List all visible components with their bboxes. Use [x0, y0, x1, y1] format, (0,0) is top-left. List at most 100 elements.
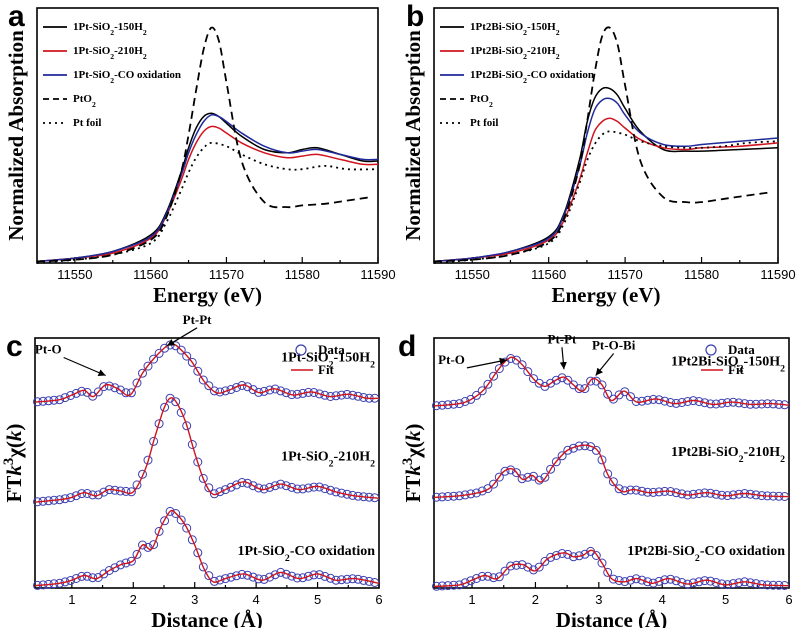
series-label-part: 2	[739, 363, 744, 374]
data-marker	[281, 481, 291, 491]
y-axis-label-part: )	[2, 424, 26, 431]
data-marker	[654, 395, 664, 405]
data-marker	[551, 375, 561, 385]
plot-frame	[433, 7, 779, 264]
fit-line	[34, 509, 380, 587]
data-marker	[226, 482, 236, 492]
legend-label-data: Data	[728, 342, 755, 357]
annotation-label: Pt-O	[438, 352, 465, 367]
fit-line	[433, 549, 790, 588]
data-marker	[232, 383, 241, 392]
series-label-part: 1Pt-SiO	[281, 350, 329, 365]
legend-entry-label: 1Pt2Bi-SiO2-150H2	[470, 21, 560, 37]
data-marker	[494, 572, 504, 582]
series-label: 1Pt-SiO2-210H2	[281, 450, 375, 470]
x-tick-label: 11580	[684, 267, 719, 282]
series-line	[433, 86, 779, 263]
data-marker	[683, 397, 693, 406]
data-marker	[93, 387, 103, 397]
data-marker	[534, 562, 544, 572]
data-marker	[215, 575, 225, 585]
data-marker	[138, 469, 147, 479]
data-marker	[511, 468, 521, 478]
data-marker	[187, 357, 197, 367]
legend-entry-label-part: 2	[92, 100, 96, 109]
data-marker	[115, 486, 125, 496]
legend-entry-label-part: 2	[489, 100, 493, 109]
series-label-part: 1Pt2Bi-SiO	[671, 445, 739, 460]
series-group: 1Pt2Bi-SiO2-210H2	[432, 441, 790, 502]
data-marker	[182, 351, 192, 361]
data-marker	[66, 493, 76, 503]
legend-entry-label-part: PtO	[73, 93, 92, 105]
legend-entry-label-part: -150H	[114, 21, 143, 33]
data-marker	[460, 578, 470, 588]
legend-label-fit: Fit	[318, 362, 335, 377]
data-marker	[220, 485, 230, 495]
data-marker	[574, 441, 584, 451]
data-marker	[66, 391, 76, 400]
legend-entry-label-part: 2	[110, 76, 114, 85]
data-marker	[540, 381, 550, 391]
x-tick-label: 6	[785, 592, 792, 607]
legend-entry-label-part: 1Pt-SiO	[73, 21, 111, 33]
data-marker	[643, 577, 653, 587]
series-label: 1Pt-SiO2-150H2	[281, 350, 375, 370]
data-marker	[677, 578, 687, 587]
legend-entry-label: 1Pt-SiO2-210H2	[73, 45, 147, 61]
data-marker	[276, 386, 286, 396]
x-tick-label: 6	[375, 592, 382, 607]
series-group: 1Pt-SiO2-210H2	[33, 393, 380, 507]
series-label-part: 2	[370, 458, 375, 469]
data-marker	[243, 570, 252, 580]
series-label-part: 2	[695, 553, 700, 564]
x-tick-label: 11580	[285, 267, 320, 282]
data-marker	[232, 480, 241, 490]
data-marker	[149, 354, 159, 364]
data-marker	[688, 578, 698, 588]
x-axis-label: Energy (eV)	[153, 283, 262, 307]
y-axis-label-part: FT	[2, 476, 26, 503]
panel-b: b 11550 11560 11570 11580 11590 Energy (eV) Nor…	[401, 0, 796, 307]
x-tick-label: 11590	[360, 267, 395, 282]
fit-line	[433, 444, 790, 499]
data-marker	[705, 576, 715, 586]
data-marker	[187, 535, 197, 545]
data-marker	[591, 551, 601, 560]
y-axis-label-part: χ(	[401, 441, 425, 459]
data-marker	[88, 490, 98, 500]
data-marker	[226, 572, 236, 582]
legend-entry-label: PtO2	[73, 93, 96, 109]
data-marker	[198, 375, 208, 385]
series-line	[433, 117, 779, 263]
data-marker	[353, 391, 363, 401]
data-marker	[540, 472, 550, 482]
series-label: 1Pt2Bi-SiO2-CO oxidation	[627, 544, 785, 564]
y-axis-label-part: )	[401, 424, 425, 431]
data-marker	[104, 566, 114, 575]
data-marker	[711, 578, 721, 587]
data-marker	[751, 579, 761, 589]
data-marker	[517, 360, 527, 370]
data-marker	[204, 483, 214, 493]
x-tick-label: 2	[130, 592, 137, 607]
data-marker	[93, 490, 103, 500]
data-marker	[270, 481, 280, 491]
data-marker	[677, 398, 687, 407]
legend-marker-circle	[295, 344, 307, 356]
data-marker	[132, 480, 142, 490]
data-marker	[88, 391, 98, 401]
legend-marker-circle	[705, 344, 717, 356]
series-label-part: 1Pt2Bi-SiO	[627, 544, 695, 559]
legend: 1Pt-SiO2-150H21Pt-SiO2-210H21Pt-SiO2-CO …	[43, 21, 181, 129]
data-marker	[198, 562, 208, 572]
data-marker	[563, 375, 573, 385]
data-marker	[143, 455, 153, 465]
data-marker	[603, 389, 613, 399]
data-marker	[270, 570, 280, 580]
data-marker	[569, 443, 578, 453]
data-marker	[66, 576, 76, 585]
data-marker	[160, 343, 170, 353]
data-marker	[77, 489, 87, 499]
